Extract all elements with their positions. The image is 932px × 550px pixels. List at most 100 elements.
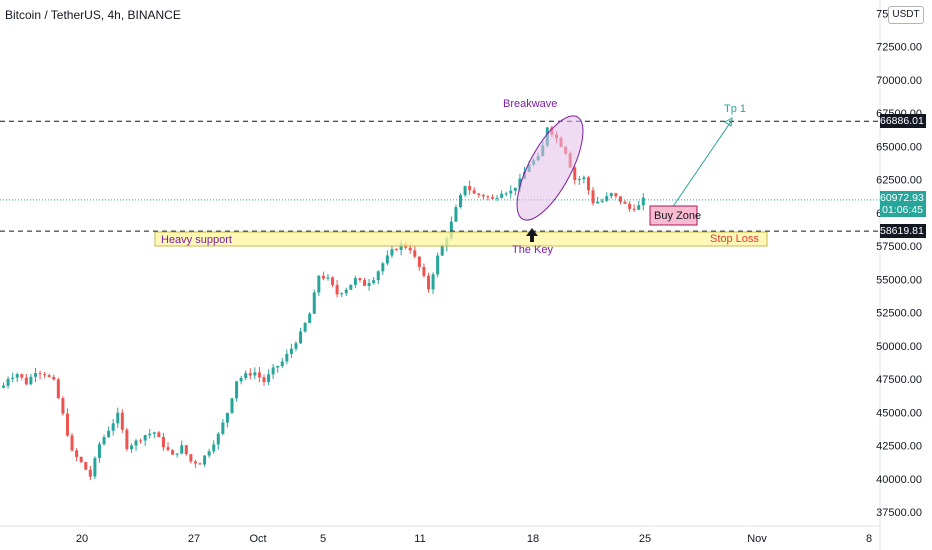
candle-body[interactable] <box>120 412 124 430</box>
candle-body[interactable] <box>207 451 211 456</box>
candle-body[interactable] <box>326 277 330 279</box>
candle-body[interactable] <box>152 432 156 434</box>
candle-body[interactable] <box>239 377 243 382</box>
candle-body[interactable] <box>198 463 202 465</box>
candle-body[interactable] <box>422 266 426 276</box>
candle-body[interactable] <box>632 208 636 210</box>
candle-body[interactable] <box>358 278 362 281</box>
candle-body[interactable] <box>143 435 147 441</box>
candle-body[interactable] <box>221 422 225 434</box>
candle-body[interactable] <box>454 207 458 222</box>
candle-body[interactable] <box>235 381 239 399</box>
candle-body[interactable] <box>586 177 590 191</box>
candle-body[interactable] <box>61 398 65 414</box>
candle-body[interactable] <box>605 196 609 201</box>
candle-body[interactable] <box>372 280 376 284</box>
candle-body[interactable] <box>335 285 339 295</box>
candle-body[interactable] <box>468 186 472 191</box>
candle-body[interactable] <box>490 197 494 199</box>
candle-body[interactable] <box>472 190 476 194</box>
candle-body[interactable] <box>102 437 106 445</box>
candle-body[interactable] <box>193 461 197 464</box>
candle-body[interactable] <box>184 445 188 455</box>
candle-body[interactable] <box>628 203 632 209</box>
candle-body[interactable] <box>285 353 289 362</box>
candle-body[interactable] <box>353 278 357 285</box>
candle-body[interactable] <box>641 197 645 206</box>
candle-body[interactable] <box>495 197 499 199</box>
candle-body[interactable] <box>500 193 504 198</box>
heavy-support-band[interactable] <box>154 231 768 247</box>
candle-body[interactable] <box>349 284 353 290</box>
candle-body[interactable] <box>344 289 348 294</box>
candle-body[interactable] <box>175 453 179 455</box>
candle-body[interactable] <box>280 361 284 367</box>
candle-body[interactable] <box>166 447 170 451</box>
candle-body[interactable] <box>577 179 581 181</box>
candle-body[interactable] <box>2 385 5 388</box>
candle-body[interactable] <box>509 190 513 194</box>
candle-body[interactable] <box>463 186 467 196</box>
candle-body[interactable] <box>504 193 508 195</box>
candle-body[interactable] <box>308 313 312 324</box>
candle-body[interactable] <box>93 458 97 477</box>
candle-body[interactable] <box>248 373 252 376</box>
candle-body[interactable] <box>47 375 51 377</box>
candle-body[interactable] <box>340 293 344 295</box>
candle-body[interactable] <box>486 196 490 198</box>
candle-body[interactable] <box>390 249 394 256</box>
candle-body[interactable] <box>614 193 618 197</box>
candle-body[interactable] <box>225 412 229 423</box>
candle-body[interactable] <box>171 450 175 455</box>
candle-body[interactable] <box>125 429 129 450</box>
candle-body[interactable] <box>431 274 435 290</box>
candle-body[interactable] <box>303 323 307 332</box>
candle-body[interactable] <box>440 246 444 256</box>
candle-body[interactable] <box>596 201 600 204</box>
candle-body[interactable] <box>267 374 271 383</box>
candle-body[interactable] <box>289 348 293 354</box>
candle-body[interactable] <box>395 249 399 251</box>
candle-body[interactable] <box>75 450 79 458</box>
buy-zone-box[interactable] <box>649 205 698 226</box>
candle-body[interactable] <box>161 437 165 448</box>
candle-body[interactable] <box>139 440 143 442</box>
candle-body[interactable] <box>436 255 440 275</box>
candle-body[interactable] <box>481 195 485 197</box>
candle-body[interactable] <box>230 398 234 413</box>
candle-body[interactable] <box>376 271 380 281</box>
candle-body[interactable] <box>518 178 522 188</box>
candle-body[interactable] <box>317 275 321 293</box>
tp-arrow[interactable] <box>671 119 733 209</box>
candle-body[interactable] <box>367 283 371 286</box>
candle-body[interactable] <box>24 377 28 385</box>
candle-body[interactable] <box>582 177 586 180</box>
candle-body[interactable] <box>253 372 257 376</box>
candle-body[interactable] <box>618 196 622 202</box>
candle-body[interactable] <box>129 445 133 450</box>
candle-body[interactable] <box>97 444 101 459</box>
candle-body[interactable] <box>312 292 316 314</box>
candle-body[interactable] <box>43 374 47 376</box>
candle-body[interactable] <box>56 379 60 399</box>
candle-body[interactable] <box>449 221 453 239</box>
candle-body[interactable] <box>609 193 613 197</box>
candle-body[interactable] <box>79 457 83 463</box>
candle-body[interactable] <box>65 413 69 436</box>
candle-body[interactable] <box>203 455 207 465</box>
candle-body[interactable] <box>52 376 56 380</box>
candle-body[interactable] <box>257 372 261 378</box>
candle-body[interactable] <box>408 247 412 251</box>
candle-body[interactable] <box>276 366 280 368</box>
candle-body[interactable] <box>321 275 325 279</box>
candle-body[interactable] <box>6 378 10 386</box>
candle-body[interactable] <box>38 373 42 375</box>
currency-unit-button[interactable]: USDT <box>888 6 924 24</box>
candle-body[interactable] <box>15 374 19 378</box>
candle-body[interactable] <box>134 440 138 446</box>
candle-body[interactable] <box>363 280 367 286</box>
candle-body[interactable] <box>262 377 266 383</box>
candle-body[interactable] <box>88 469 92 477</box>
candle-body[interactable] <box>413 250 417 257</box>
